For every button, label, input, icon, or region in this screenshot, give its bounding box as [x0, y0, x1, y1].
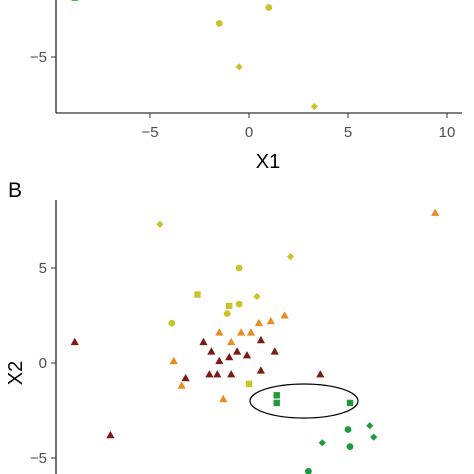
data-point-darkred-triangle — [213, 370, 222, 378]
data-point-darkred-triangle — [227, 370, 236, 378]
data-point-orange-triangle — [431, 208, 440, 216]
data-point-yellow-square — [226, 302, 233, 310]
panel-a-x-tick-label: −5 — [141, 124, 158, 141]
panel-b-y-axis-title: X2 — [5, 361, 27, 385]
data-point-green-square — [71, 0, 78, 1]
data-point-darkred-triangle — [225, 353, 234, 361]
data-point-green-diamond — [366, 422, 374, 430]
data-point-orange-triangle — [254, 318, 263, 327]
panel-b-highlight-ellipse — [249, 383, 359, 419]
data-point-green-square — [273, 392, 280, 399]
data-point-darkred-triangle — [70, 337, 79, 346]
data-point-green-square — [273, 399, 280, 407]
data-point-yellow-circle — [168, 319, 176, 327]
panel-b-y-tick-label: 0 — [39, 355, 47, 372]
data-point-darkred-triangle — [181, 373, 190, 382]
data-point-yellow-circle — [223, 310, 231, 317]
data-point-yellow-circle — [235, 300, 243, 308]
data-point-yellow-diamond — [235, 63, 243, 71]
data-point-yellow-diamond — [156, 220, 164, 228]
data-point-darkred-triangle — [106, 430, 115, 439]
panel-b-y-tick-label: 5 — [39, 260, 47, 277]
data-point-yellow-diamond — [310, 102, 318, 111]
data-point-green-diamond — [318, 439, 326, 447]
data-point-darkred-triangle — [256, 335, 265, 344]
panel-b-tag: B — [8, 179, 22, 202]
panel-b-points — [70, 208, 440, 474]
data-point-darkred-triangle — [205, 370, 214, 378]
data-point-yellow-circle — [215, 19, 223, 27]
panel-b-y-tick-label: −5 — [30, 450, 47, 467]
data-point-yellow-square — [194, 291, 201, 298]
data-point-orange-triangle — [215, 328, 224, 336]
data-point-orange-triangle — [266, 316, 275, 325]
data-point-orange-triangle — [227, 337, 236, 346]
data-point-orange-triangle — [280, 311, 289, 319]
data-point-darkred-triangle — [316, 370, 325, 378]
data-point-darkred-triangle — [215, 356, 224, 365]
panel-a-x-tick-label: 5 — [344, 124, 352, 141]
panel-a: −5 −5 0 5 10 X1 — [30, 0, 462, 173]
data-point-yellow-square — [245, 380, 253, 388]
data-point-orange-triangle — [236, 328, 246, 336]
data-point-darkred-triangle — [256, 366, 265, 374]
data-point-green-circle — [305, 467, 312, 474]
panel-b: B 5 0 −5 X2 — [5, 179, 440, 474]
data-point-yellow-circle — [235, 264, 243, 272]
panel-a-y-tick-label: −5 — [30, 49, 47, 66]
data-point-green-diamond — [370, 433, 378, 441]
data-point-darkred-triangle — [207, 347, 216, 355]
data-point-green-square — [346, 399, 354, 407]
data-point-yellow-diamond — [253, 292, 261, 301]
data-point-darkred-triangle — [270, 347, 279, 355]
data-point-darkred-triangle — [199, 337, 208, 346]
data-point-orange-triangle — [177, 381, 186, 389]
data-point-orange-triangle — [246, 328, 256, 336]
panel-a-x-tick-label: 10 — [439, 124, 456, 141]
data-point-orange-triangle — [219, 394, 228, 403]
data-point-orange-triangle — [169, 356, 178, 365]
panel-a-x-axis-title: X1 — [256, 151, 280, 173]
data-point-green-circle — [344, 426, 352, 433]
panel-a-points — [71, 0, 318, 111]
data-point-darkred-triangle — [242, 351, 252, 359]
data-point-green-circle — [346, 443, 354, 450]
data-point-yellow-circle — [265, 4, 273, 11]
data-point-darkred-triangle — [233, 347, 242, 355]
panel-a-x-tick-label: 0 — [245, 124, 253, 141]
data-point-yellow-diamond — [286, 253, 295, 261]
